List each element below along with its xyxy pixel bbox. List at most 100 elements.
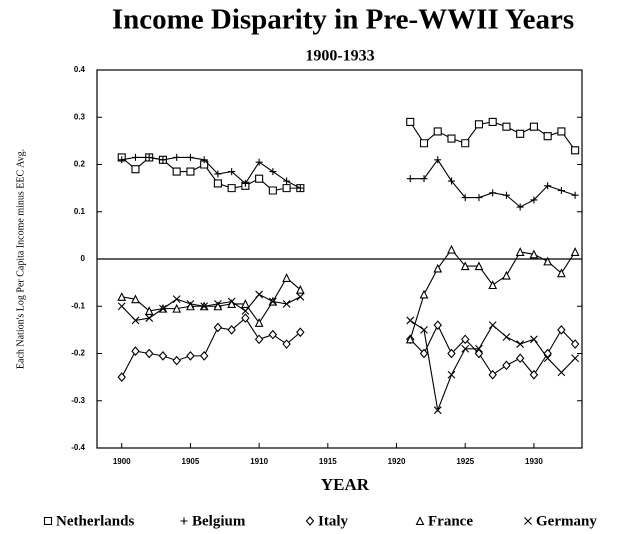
data-point <box>172 167 181 176</box>
data-point <box>131 346 140 356</box>
x-axis-label: YEAR <box>321 475 370 494</box>
x-tick-label: 1900 <box>113 457 131 466</box>
data-point <box>461 139 470 148</box>
data-point <box>268 329 278 340</box>
data-point <box>530 335 538 344</box>
data-point <box>460 261 470 271</box>
data-point <box>186 153 194 161</box>
data-point <box>420 175 428 183</box>
x-tick-label: 1920 <box>388 457 406 466</box>
data-point <box>447 244 456 254</box>
y-tick-label: -0.2 <box>71 349 85 358</box>
data-point <box>475 344 483 353</box>
series-line <box>409 323 576 376</box>
legend-marker <box>524 517 532 525</box>
data-point <box>557 186 565 194</box>
data-point <box>117 372 126 382</box>
data-point <box>433 127 442 136</box>
data-point <box>516 340 525 348</box>
data-point <box>447 134 456 143</box>
data-point <box>159 156 167 164</box>
data-point <box>214 299 222 308</box>
legend-marker <box>415 516 425 526</box>
data-point <box>172 295 181 304</box>
data-point <box>529 249 539 259</box>
data-point <box>515 247 525 256</box>
legend-label: Belgium <box>192 513 246 529</box>
data-point <box>516 203 524 211</box>
data-point <box>199 351 209 361</box>
data-point <box>502 333 511 341</box>
legend-label: Netherlands <box>56 513 134 529</box>
y-tick-label: 0.2 <box>74 160 86 169</box>
data-point <box>268 297 277 306</box>
data-point <box>227 297 236 306</box>
data-point <box>227 325 236 335</box>
data-point <box>254 318 264 327</box>
y-axis-label: Each Nation's Log Per Capita Income minu… <box>15 149 26 369</box>
data-point <box>131 165 140 174</box>
data-point <box>131 294 140 304</box>
data-point <box>269 168 277 176</box>
data-point <box>570 339 580 349</box>
data-point <box>295 284 305 294</box>
x-tick-label: 1910 <box>250 457 268 466</box>
x-tick-label: 1925 <box>456 457 474 466</box>
data-point <box>488 280 498 290</box>
data-point <box>173 153 181 161</box>
chart-title: Income Disparity in Pre-WWII Years <box>112 4 574 36</box>
x-tick-label: 1915 <box>319 457 337 466</box>
data-point <box>447 177 455 185</box>
data-point <box>282 273 291 282</box>
data-point <box>254 334 264 345</box>
data-point <box>571 191 579 199</box>
data-point <box>544 182 552 190</box>
y-tick-label: -0.4 <box>71 443 85 452</box>
data-point <box>460 334 470 345</box>
data-point <box>131 316 140 325</box>
data-point <box>419 348 429 359</box>
data-point <box>200 156 208 164</box>
series-line <box>121 156 301 189</box>
data-point <box>255 174 264 183</box>
data-point <box>488 321 497 330</box>
legend-label: Germany <box>536 513 597 529</box>
data-point <box>186 299 195 308</box>
legend-label: France <box>428 513 473 529</box>
data-point <box>227 184 236 193</box>
data-point <box>516 129 525 138</box>
data-point <box>433 320 442 330</box>
y-tick-label: 0.1 <box>74 207 86 216</box>
data-point <box>406 316 415 325</box>
data-point <box>529 369 539 380</box>
x-tick-label: 1905 <box>182 457 200 466</box>
data-point <box>144 306 154 316</box>
data-point <box>172 355 181 366</box>
data-point <box>434 156 442 164</box>
data-point <box>406 117 415 127</box>
data-point <box>475 194 483 202</box>
data-point <box>117 302 126 311</box>
data-point <box>502 360 511 371</box>
data-point <box>213 179 222 188</box>
data-point <box>145 314 154 322</box>
data-point <box>405 334 415 344</box>
y-tick-label: 0.3 <box>74 112 86 121</box>
data-point <box>159 304 167 313</box>
series-line <box>121 317 301 378</box>
data-point <box>419 139 429 148</box>
data-point <box>186 351 195 361</box>
data-point <box>420 325 428 334</box>
data-point <box>240 299 250 308</box>
data-point <box>543 132 552 141</box>
legend-marker <box>180 517 188 525</box>
data-point <box>571 354 580 363</box>
data-point <box>214 170 222 178</box>
data-point <box>172 303 182 313</box>
data-point <box>502 191 510 199</box>
data-point <box>255 290 264 299</box>
data-point <box>529 122 538 131</box>
data-point <box>282 184 291 193</box>
data-point <box>433 406 442 415</box>
